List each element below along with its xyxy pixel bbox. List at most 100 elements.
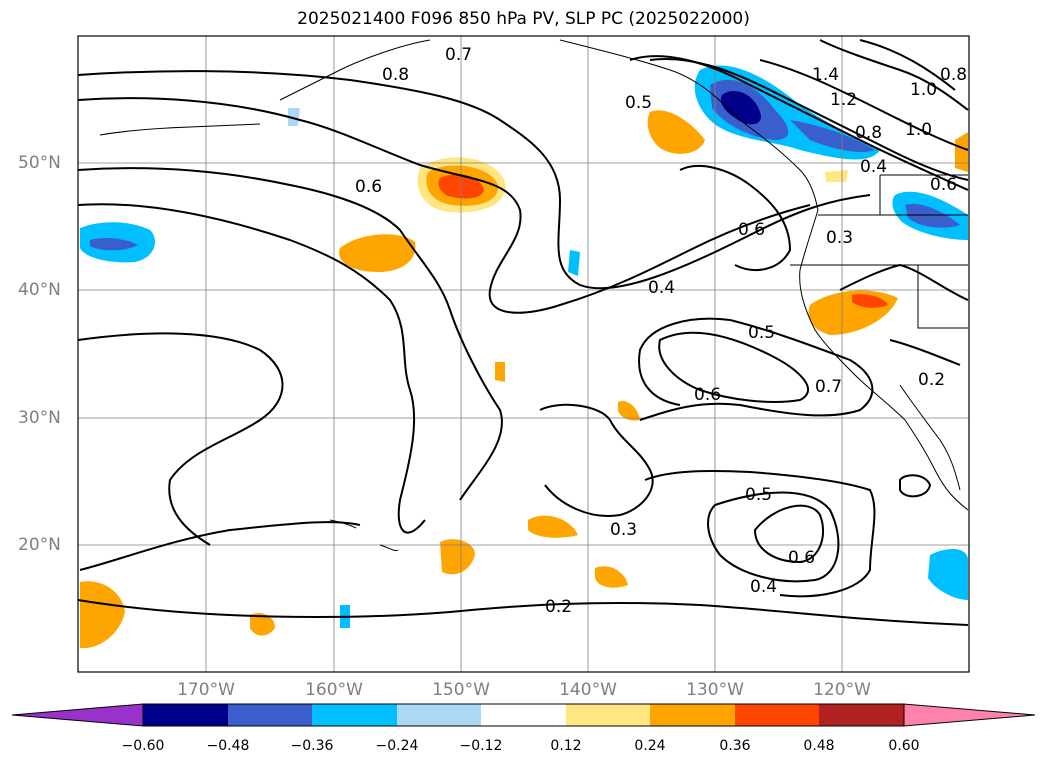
alaska-coast	[279, 39, 819, 211]
contour-13	[539, 403, 654, 517]
pos-anomaly-small-2	[528, 515, 578, 538]
colorbar-tick: −0.60	[121, 738, 165, 754]
pos-anomaly-small-3	[595, 566, 628, 588]
contour-16	[649, 58, 969, 181]
colorbar-tick: 0.60	[888, 738, 920, 754]
contour-label: 1.2	[830, 90, 857, 110]
baja	[899, 384, 961, 491]
neg-anomaly-gulf-tail	[790, 120, 875, 152]
neg-anomaly-se	[928, 548, 968, 600]
us-border	[790, 174, 968, 329]
contour-label: 0.3	[826, 228, 853, 248]
hawaii	[329, 519, 399, 551]
contour-label: 0.5	[745, 485, 772, 505]
colorbar	[11, 703, 1036, 727]
contour-1	[77, 70, 871, 290]
lon-label: 170°W	[177, 680, 235, 700]
contour-11	[753, 504, 825, 564]
pos-anomaly-small-7	[955, 132, 968, 172]
colorbar-segment	[735, 704, 819, 726]
contour-label: 0.7	[445, 45, 472, 65]
pos-anomaly-gulf-edge	[647, 110, 705, 154]
contour-label: 0.5	[625, 93, 652, 113]
contour-22	[899, 474, 932, 498]
contour-10	[707, 491, 840, 583]
contour-label: 0.6	[930, 175, 957, 195]
contour-21	[889, 339, 961, 366]
contour-label: 0.6	[694, 385, 721, 405]
colorbar-segment	[566, 704, 650, 726]
colorbar-tick: −0.24	[375, 738, 419, 754]
lon-label: 160°W	[305, 680, 363, 700]
lat-label: 20°N	[18, 535, 61, 555]
lat-label: 30°N	[18, 408, 61, 428]
colorbar-segment	[312, 704, 397, 726]
contour-20	[839, 263, 969, 301]
contour-label: 0.4	[860, 157, 887, 177]
west-coast	[799, 209, 969, 511]
contour-3	[77, 167, 503, 501]
contour-4	[77, 203, 426, 534]
pos-anomaly-small-1	[440, 539, 475, 575]
colorbar-tick: 0.12	[550, 738, 582, 754]
colorbar-tick: −0.12	[459, 738, 503, 754]
contour-label: 0.2	[545, 597, 572, 617]
slp-contours	[77, 39, 969, 626]
colorbar-segment	[819, 704, 904, 726]
map-frame	[77, 35, 970, 673]
contour-12	[644, 469, 876, 598]
lon-label: 120°W	[813, 680, 871, 700]
contour-label: 0.5	[748, 323, 775, 343]
colorbar-tick: −0.36	[290, 738, 334, 754]
colorbar-extend-high	[903, 703, 1036, 727]
neg-anomaly-gulf-peak	[720, 91, 761, 125]
plot-title: 2025021400 F096 850 hPa PV, SLP PC (2025…	[297, 9, 750, 29]
neg-anomaly-west-core	[90, 237, 138, 251]
pos-anomaly-small-8	[825, 170, 848, 182]
contour-label: 0.3	[610, 520, 637, 540]
neg-anomaly-small-1	[288, 108, 300, 126]
contour-7	[77, 599, 969, 626]
lon-label: 140°W	[559, 680, 617, 700]
contour-label: 1.0	[905, 120, 932, 140]
contour-label: 0.4	[648, 278, 675, 298]
contour-label: 0.7	[815, 377, 842, 397]
lon-label: 150°W	[432, 680, 490, 700]
contour-19	[859, 39, 956, 91]
colorbar-tick: 0.36	[719, 738, 751, 754]
colorbar-segment	[650, 704, 735, 726]
colorbar-tick: 0.24	[634, 738, 666, 754]
contour-18	[819, 39, 969, 111]
shading-layer	[80, 65, 968, 649]
contour-label: 0.4	[750, 577, 777, 597]
pos-anomaly-small-4	[250, 613, 275, 636]
lat-label: 40°N	[18, 280, 61, 300]
colorbar-extend-low	[11, 703, 144, 727]
colorbar-tick: 0.48	[803, 738, 835, 754]
pos-anomaly-sw	[80, 581, 125, 649]
pos-anomaly-small-6	[495, 362, 505, 382]
colorbar-segment	[481, 704, 566, 726]
contour-label: 0.6	[738, 220, 765, 240]
contour-8	[638, 317, 874, 421]
pos-anomaly-small-5	[618, 401, 640, 421]
contour-label: 0.8	[382, 65, 409, 85]
lon-label: 130°W	[686, 680, 744, 700]
lat-label: 50°N	[18, 153, 61, 173]
aleutians	[99, 123, 261, 136]
colorbar-tick: −0.48	[206, 738, 250, 754]
pos-anomaly-california-core	[852, 294, 888, 308]
contour-label: 0.6	[788, 548, 815, 568]
contour-14	[679, 165, 792, 271]
colorbar-frame	[142, 703, 905, 727]
contour-label: 1.0	[910, 80, 937, 100]
pos-anomaly-west-central	[339, 234, 416, 272]
contour-labels: 0.7 0.8 0.5 1.4 1.2 1.0 0.8 0.6 0.4 1.0 …	[355, 45, 967, 617]
contour-17	[759, 59, 969, 151]
contour-9	[658, 331, 810, 403]
contour-2	[77, 97, 811, 314]
contour-5	[77, 332, 284, 546]
neg-anomaly-small-2	[568, 250, 580, 276]
contour-label: 0.2	[918, 370, 945, 390]
